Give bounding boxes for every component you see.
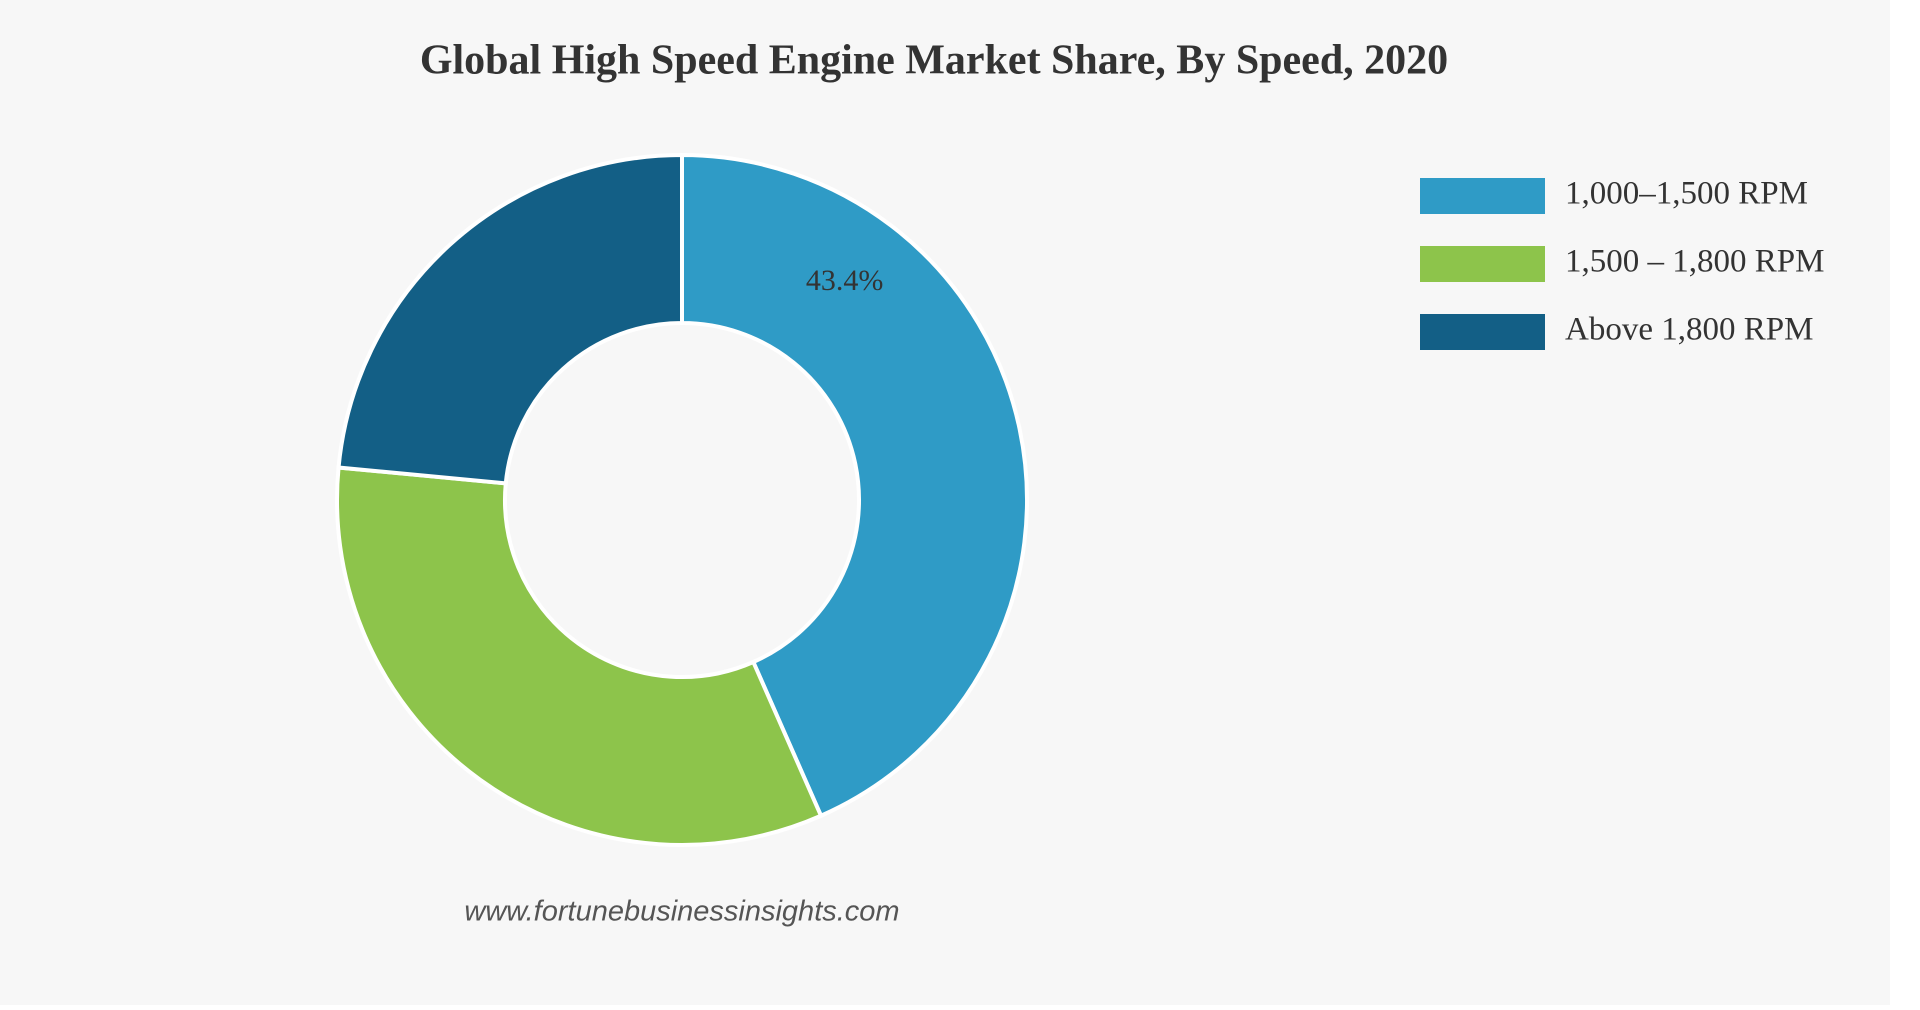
donut: 43.4% bbox=[335, 152, 1029, 847]
legend-label: 1,500 – 1,800 RPM bbox=[1565, 244, 1824, 280]
legend-label: 1,000–1,500 RPM bbox=[1565, 176, 1808, 212]
legend: 1,000–1,500 RPM 1,500 – 1,800 RPM Above 1,… bbox=[1420, 176, 1824, 350]
donut-segment bbox=[680, 152, 1029, 819]
donut-segment bbox=[335, 465, 824, 847]
legend-swatch bbox=[1420, 178, 1545, 214]
donut-segment bbox=[336, 152, 684, 486]
legend-label: Above 1,800 RPM bbox=[1565, 312, 1813, 348]
legend-swatch bbox=[1420, 246, 1545, 282]
data-label: 43.4% bbox=[806, 264, 884, 297]
watermark: www.fortunebusinessinsights.com bbox=[464, 896, 899, 928]
chart-title: Global High Speed Engine Market Share, B… bbox=[420, 38, 1448, 84]
legend-swatch bbox=[1420, 314, 1545, 350]
